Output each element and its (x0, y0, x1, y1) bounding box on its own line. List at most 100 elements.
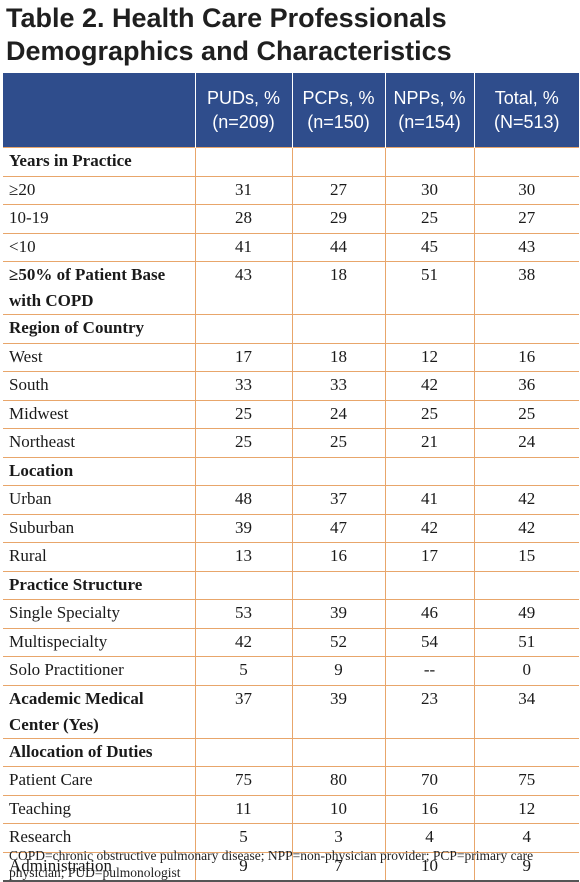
value-cell (291, 314, 385, 344)
row-label: West (3, 343, 195, 372)
value-cell: 10 (291, 795, 385, 824)
value-cell: 75 (473, 766, 579, 796)
value-cell: 3 (291, 823, 385, 853)
value-cell: 25 (194, 428, 292, 458)
table-title-line1: Table 2. Health Care Professionals (6, 3, 447, 33)
table-row: South 33 33 42 36 (3, 371, 579, 401)
value-cell (291, 457, 385, 486)
section-header-row: Location (3, 457, 579, 486)
value-cell: 70 (384, 766, 474, 796)
value-cell: 27 (291, 176, 385, 205)
table-row: Teaching 11 10 16 12 (3, 795, 579, 824)
row-label: Rural (3, 542, 195, 572)
row-label: Allocation of Duties (3, 738, 195, 767)
value-cell: 25 (194, 400, 292, 429)
value-cell (473, 571, 579, 600)
section-header-row: Years in Practice (3, 147, 579, 177)
value-cell: 28 (194, 204, 292, 234)
value-cell: 44 (291, 233, 385, 262)
demographics-table-container: PUDs, % (n=209) PCPs, % (n=150) NPPs, % (n=… (3, 73, 579, 882)
value-cell: 41 (194, 233, 292, 262)
table-title: Table 2. Health Care Professionals Demog… (6, 2, 576, 68)
value-cell: 37 (194, 685, 292, 739)
value-cell: 27 (473, 204, 579, 234)
value-cell: 25 (473, 400, 579, 429)
value-cell (291, 147, 385, 177)
row-label: Suburban (3, 514, 195, 543)
value-cell: 43 (473, 233, 579, 262)
header-row: PUDs, % (n=209) PCPs, % (n=150) NPPs, % (n=… (3, 73, 579, 148)
value-cell: 48 (194, 485, 292, 515)
value-cell: 5 (194, 823, 292, 853)
section-header-row: Practice Structure (3, 571, 579, 600)
row-label: <10 (3, 233, 195, 262)
value-cell: 39 (194, 514, 292, 543)
value-cell: 45 (384, 233, 474, 262)
value-cell: 30 (384, 176, 474, 205)
table-header: PUDs, % (n=209) PCPs, % (n=150) NPPs, % (n=… (3, 73, 579, 148)
value-cell: 51 (473, 628, 579, 657)
value-cell: 47 (291, 514, 385, 543)
row-label: Research (3, 823, 195, 853)
value-cell: 12 (384, 343, 474, 372)
row-label: ≥20 (3, 176, 195, 205)
value-cell: 42 (473, 485, 579, 515)
table-row: Northeast 25 25 21 24 (3, 428, 579, 458)
value-cell: 39 (291, 599, 385, 629)
header-cell-npps: NPPs, % (n=154) (385, 73, 475, 148)
value-cell: 17 (384, 542, 474, 572)
table-row: Midwest 25 24 25 25 (3, 400, 579, 429)
value-cell: 30 (473, 176, 579, 205)
value-cell (473, 147, 579, 177)
row-label: ≥50% of Patient Base with COPD (3, 261, 195, 315)
row-label: Midwest (3, 400, 195, 429)
header-cell-empty (3, 73, 196, 148)
row-label: Region of Country (3, 314, 195, 344)
section-header-row: Allocation of Duties (3, 738, 579, 767)
table-row: Patient Care 75 80 70 75 (3, 766, 579, 796)
table-row: ≥20 31 27 30 30 (3, 176, 579, 205)
value-cell (194, 147, 292, 177)
table-row: 10-19 28 29 25 27 (3, 204, 579, 234)
value-cell: 51 (384, 261, 474, 315)
value-cell: 24 (473, 428, 579, 458)
value-cell: 16 (384, 795, 474, 824)
table-row: Single Specialty 53 39 46 49 (3, 599, 579, 629)
row-label: Administration (3, 852, 195, 882)
value-cell: 54 (384, 628, 474, 657)
value-cell (384, 147, 474, 177)
value-cell: 43 (194, 261, 292, 315)
table-body: Years in Practice ≥20 31 27 30 30 10-19 28 29 25 2… (3, 147, 579, 882)
value-cell (194, 314, 292, 344)
row-label: Patient Care (3, 766, 195, 796)
value-cell (194, 571, 292, 600)
value-cell (473, 314, 579, 344)
value-cell: 4 (384, 823, 474, 853)
value-cell: 11 (194, 795, 292, 824)
value-cell (384, 571, 474, 600)
table-title-line2: Demographics and Characteristics (6, 36, 452, 66)
value-cell: 9 (473, 852, 579, 882)
value-cell (384, 457, 474, 486)
value-cell: 15 (473, 542, 579, 572)
row-label: Multispecialty (3, 628, 195, 657)
table-row: Administration 9 7 10 9 (3, 852, 579, 882)
value-cell: 31 (194, 176, 292, 205)
value-cell: 34 (473, 685, 579, 739)
value-cell: 42 (194, 628, 292, 657)
table-row: <10 41 44 45 43 (3, 233, 579, 262)
value-cell (194, 457, 292, 486)
value-cell (384, 314, 474, 344)
row-label: Years in Practice (3, 147, 195, 177)
value-cell: 37 (291, 485, 385, 515)
table-row: Solo Practitioner 5 9 -- 0 (3, 656, 579, 686)
value-cell: 9 (194, 852, 292, 882)
table-row: West 17 18 12 16 (3, 343, 579, 372)
value-cell: 42 (473, 514, 579, 543)
value-cell: 36 (473, 371, 579, 401)
table-row: Multispecialty 42 52 54 51 (3, 628, 579, 657)
value-cell (194, 738, 292, 767)
row-label: Urban (3, 485, 195, 515)
row-label: South (3, 371, 195, 401)
value-cell: 18 (291, 343, 385, 372)
